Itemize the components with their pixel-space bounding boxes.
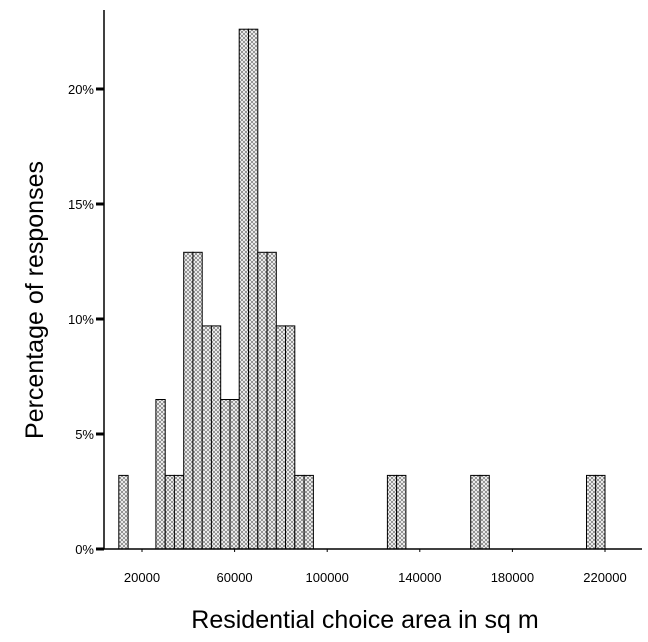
histogram-bar — [266, 251, 277, 550]
x-tick-label: 100000 — [306, 570, 349, 585]
x-tick-label: 60000 — [217, 570, 253, 585]
histogram-bar — [201, 325, 212, 550]
histogram-bar — [586, 474, 597, 550]
histogram-bar — [396, 474, 407, 550]
histogram-bar — [192, 251, 203, 550]
histogram-bar — [275, 325, 287, 550]
histogram-bar — [173, 474, 185, 550]
histogram-bar — [118, 474, 129, 550]
y-tick-label: 10% — [68, 312, 94, 327]
y-tick-label: 20% — [68, 82, 94, 97]
histogram-bar — [155, 399, 166, 550]
histogram-bar — [164, 474, 175, 550]
axes-group — [103, 10, 642, 550]
histogram-bar — [470, 474, 481, 550]
histogram-bar — [220, 399, 231, 550]
x-tick-label: 140000 — [398, 570, 441, 585]
y-tick-label: 0% — [75, 542, 94, 557]
histogram-bar — [210, 325, 222, 550]
x-tick-label: 20000 — [124, 570, 160, 585]
histogram-bar — [229, 399, 240, 550]
x-tick-label: 220000 — [583, 570, 626, 585]
histogram-bar — [248, 28, 259, 550]
histogram-bar — [285, 325, 296, 550]
histogram-bar — [183, 251, 194, 550]
histogram-bar — [303, 474, 314, 550]
histogram-bar — [238, 28, 249, 550]
histogram-bar — [294, 474, 305, 550]
histogram-bar — [595, 474, 606, 550]
x-tick-label: 180000 — [491, 570, 534, 585]
bars-group — [118, 28, 606, 550]
y-ticks-group: 0% 5% 10% 15% 20% — [68, 82, 104, 557]
x-ticks-group: 20000 60000 100000 140000 180000 220000 — [124, 549, 627, 585]
y-tick-label: 5% — [75, 427, 94, 442]
histogram-bar — [257, 251, 268, 550]
x-axis-title: Residential choice area in sq m — [191, 606, 538, 634]
y-axis-title: Percentage of responses — [21, 161, 49, 439]
y-tick-label: 15% — [68, 197, 94, 212]
histogram-bar — [386, 474, 398, 550]
histogram-bar — [479, 474, 490, 550]
